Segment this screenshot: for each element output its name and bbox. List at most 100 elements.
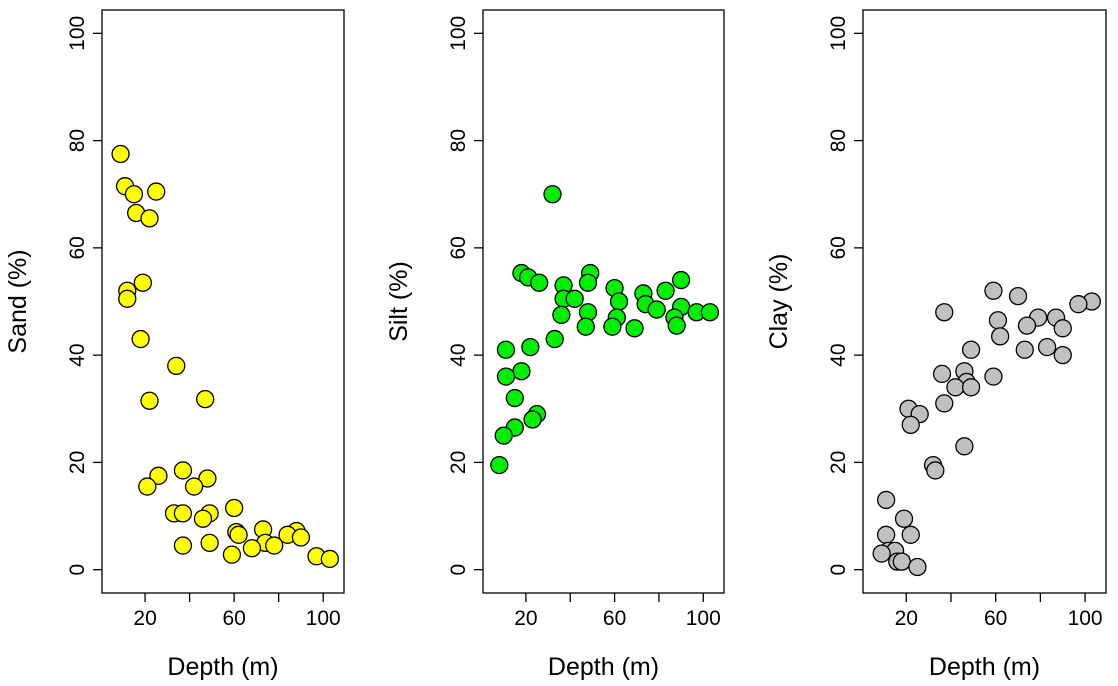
y-tick-label: 100 (827, 16, 850, 51)
data-point (908, 557, 927, 577)
y-tick-label: 0 (447, 564, 470, 576)
x-tick-label: 60 (603, 607, 626, 630)
y-axis-title: Silt (%) (385, 261, 413, 342)
y-tick-label: 0 (827, 564, 850, 576)
y-tick-label: 20 (447, 451, 470, 474)
data-point (147, 182, 166, 201)
x-tick-label: 60 (984, 607, 1007, 630)
data-point (111, 144, 130, 164)
data-point (229, 525, 248, 544)
data-point (140, 209, 159, 228)
data-point (955, 437, 974, 456)
x-tick-label: 20 (514, 607, 537, 630)
data-point (625, 319, 644, 338)
data-point (265, 536, 284, 555)
data-point (988, 311, 1008, 330)
data-point (222, 545, 242, 564)
data-point (198, 469, 217, 488)
data-point (200, 533, 219, 553)
x-tick-label: 60 (222, 607, 245, 630)
data-point (124, 185, 144, 204)
clay-panel: 0 20 40 60 80 100 20 60 100 Depth (m) Clay (%) (765, 9, 1107, 681)
y-tick-label: 40 (827, 343, 850, 366)
data-point (671, 270, 691, 290)
data-point (521, 337, 540, 357)
data-point (545, 329, 564, 349)
data-point (876, 490, 896, 510)
y-tick-label: 80 (447, 129, 470, 152)
data-point (961, 378, 981, 397)
data-point (603, 317, 622, 336)
data-point (505, 388, 524, 408)
y-tick-label: 0 (66, 564, 89, 576)
data-point (656, 281, 675, 300)
data-point (224, 498, 244, 518)
data-point (935, 394, 954, 413)
data-point (926, 461, 945, 480)
sand-panel: 0 20 40 60 80 100 20 60 100 Depth (m) Sand (%) (4, 9, 345, 681)
data-point (932, 364, 952, 384)
y-tick-label: 20 (827, 451, 850, 474)
y-tick-label: 40 (66, 343, 89, 366)
data-point (961, 340, 981, 359)
data-point (494, 426, 513, 445)
silt-panel: 0 20 40 60 80 100 20 60 100 Depth (m) Silt (%) (385, 9, 725, 681)
data-point (990, 327, 1010, 346)
plot-frame (482, 9, 725, 594)
data-point (1053, 319, 1072, 338)
data-point (291, 528, 311, 547)
data-point (892, 552, 911, 571)
y-tick-label: 80 (827, 129, 850, 152)
data-point (578, 273, 598, 292)
x-tick-label: 100 (306, 607, 341, 630)
y-axis-title: Sand (%) (4, 249, 32, 353)
data-point (565, 289, 584, 308)
data-point (173, 461, 193, 480)
y-tick-label: 60 (447, 236, 470, 259)
data-point (167, 356, 186, 376)
data-point (552, 305, 571, 325)
data-point (118, 289, 137, 308)
x-tick-label: 100 (686, 607, 721, 630)
data-point (133, 273, 152, 292)
data-point (901, 415, 920, 435)
data-point (149, 466, 168, 485)
data-point (901, 525, 920, 544)
data-point (1017, 316, 1037, 335)
y-tick-label: 40 (447, 343, 470, 366)
x-tick-label: 100 (1068, 607, 1103, 630)
x-axis-title: Depth (m) (548, 653, 659, 681)
data-point (184, 477, 204, 496)
data-point (935, 303, 954, 322)
data-point (512, 362, 531, 381)
x-axis-title: Depth (m) (929, 653, 1040, 681)
data-point (496, 367, 516, 386)
data-point (984, 367, 1003, 386)
x-axis-title: Depth (m) (167, 653, 278, 681)
data-point (496, 340, 516, 359)
plot-frame (101, 9, 345, 594)
y-axis-title: Clay (%) (765, 254, 793, 350)
data-point (138, 477, 157, 496)
data-point (173, 536, 193, 555)
data-point (984, 281, 1003, 300)
data-point (1053, 345, 1072, 365)
data-point (946, 378, 965, 397)
data-point (1008, 286, 1028, 306)
y-tick-label: 60 (827, 236, 850, 259)
data-point (173, 504, 193, 523)
data-point (490, 455, 509, 475)
data-point (700, 303, 720, 322)
y-tick-label: 80 (66, 129, 89, 152)
y-tick-label: 60 (66, 236, 89, 259)
data-point (1037, 337, 1057, 357)
x-tick-label: 20 (895, 607, 918, 630)
data-point (872, 544, 891, 563)
data-point (576, 317, 595, 336)
y-tick-label: 20 (66, 451, 89, 474)
y-tick-label: 100 (66, 16, 89, 51)
data-point (1015, 340, 1034, 359)
data-point (647, 300, 666, 319)
data-point (320, 549, 340, 569)
